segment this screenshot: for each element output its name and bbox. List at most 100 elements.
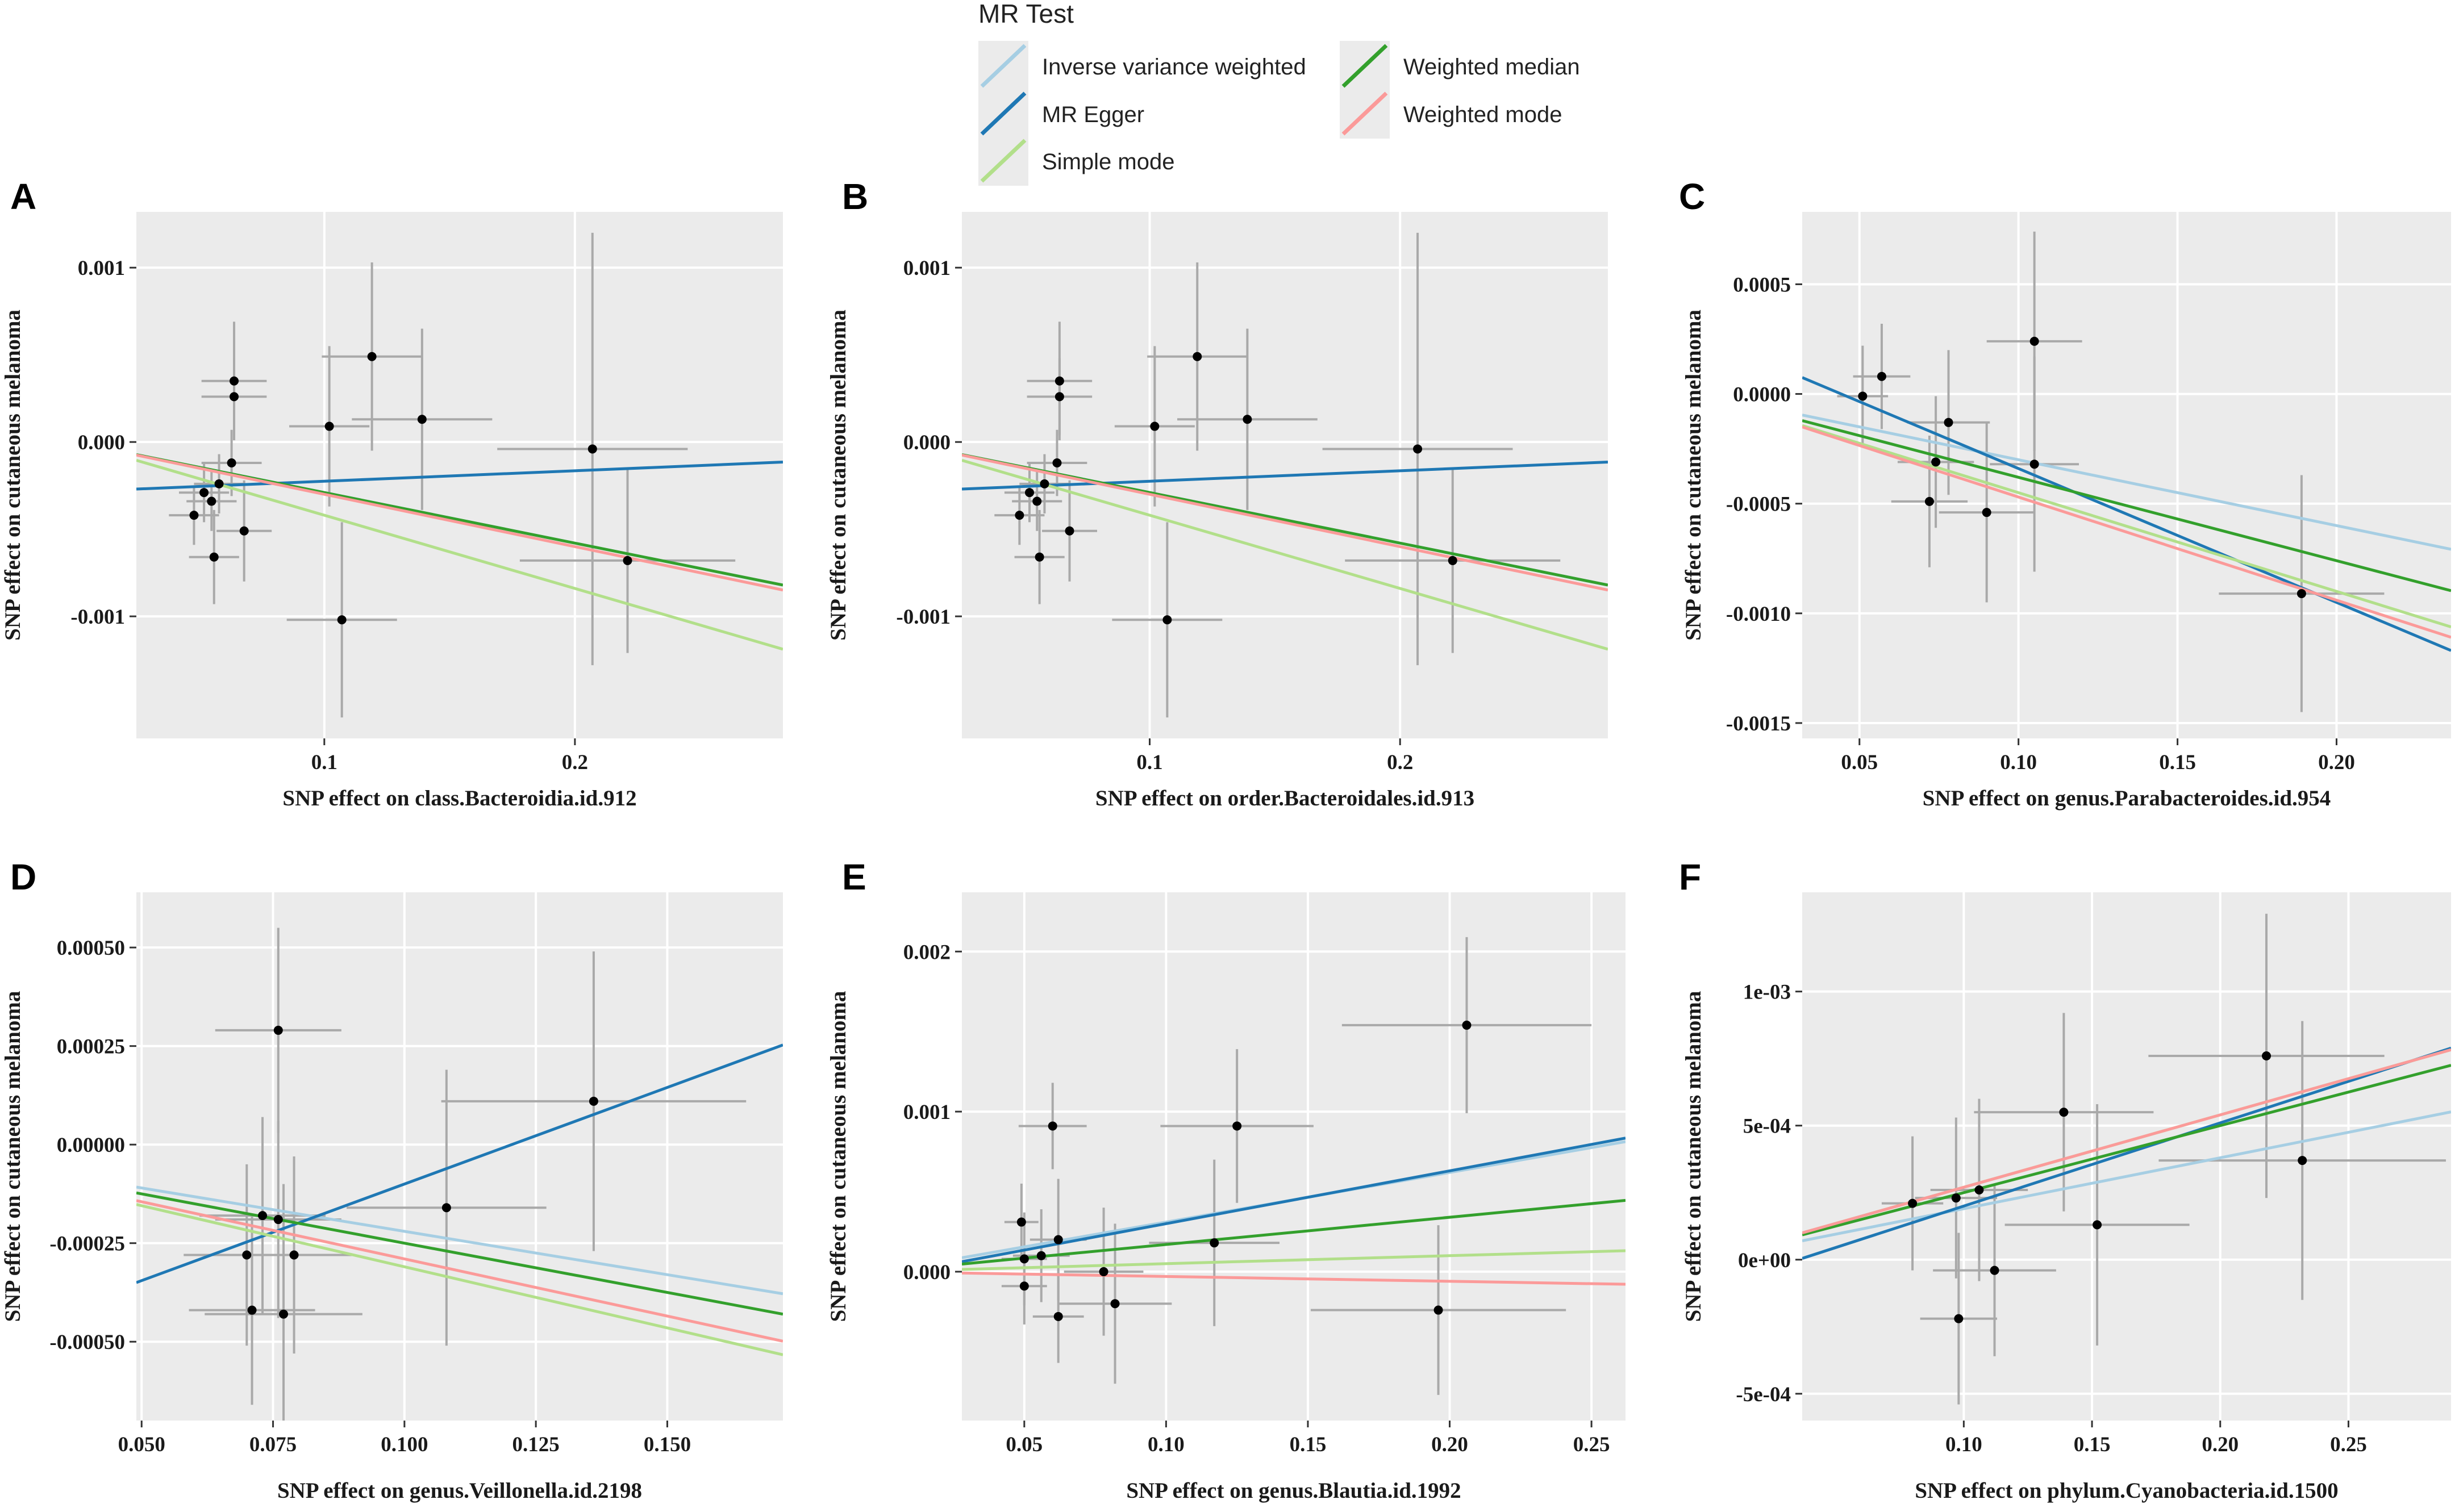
data-point — [230, 392, 239, 402]
x-axis-label: SNP effect on genus.Veillonella.id.2198 — [277, 1478, 642, 1503]
y-tick-label: 0.00000 — [57, 1134, 125, 1157]
data-point — [1055, 376, 1064, 386]
y-tick-label: 5e-04 — [1743, 1115, 1791, 1138]
legend-label: Inverse variance weighted — [1042, 55, 1306, 80]
legend-label: Weighted median — [1403, 55, 1580, 80]
panel-background — [1802, 212, 2451, 738]
data-point — [1944, 417, 1953, 427]
regression-line-simple-mode — [136, 459, 783, 651]
data-point — [1015, 511, 1024, 520]
data-point — [279, 1309, 289, 1319]
data-point — [1858, 391, 1868, 401]
x-axis-label: SNP effect on genus.Blautia.id.1992 — [1126, 1478, 1461, 1503]
y-axis-label: SNP effect on cutaneous melanoma — [1, 991, 25, 1322]
x-axis-label: SNP effect on order.Bacteroidales.id.913 — [1095, 786, 1474, 811]
legend-item-weighted-median: Weighted median — [1340, 41, 1580, 91]
data-point — [1016, 1217, 1026, 1227]
data-point — [1982, 508, 1991, 517]
y-tick-label: 0.001 — [78, 257, 125, 280]
plot-area — [962, 232, 1608, 718]
data-point — [337, 615, 347, 625]
gridlines — [136, 892, 783, 1421]
data-point — [227, 458, 236, 468]
legend-key-line — [1341, 44, 1388, 88]
data-point — [1035, 552, 1044, 562]
data-point — [1448, 555, 1457, 565]
data-point — [209, 552, 219, 562]
data-point — [2059, 1108, 2069, 1117]
y-tick-label: -0.0010 — [1726, 603, 1791, 626]
data-point — [589, 1096, 598, 1106]
panel-letter: B — [842, 176, 868, 217]
legend-key-line — [980, 44, 1027, 88]
x-tick-label: 0.25 — [2330, 1433, 2367, 1456]
data-point — [1110, 1299, 1120, 1309]
y-tick-label: 0.0000 — [1733, 383, 1791, 407]
x-tick-label: 0.2 — [562, 751, 588, 774]
legend-title: MR Test — [978, 0, 1074, 28]
y-tick-label: -0.0005 — [1726, 493, 1791, 516]
data-point — [1032, 496, 1042, 506]
data-point — [1040, 479, 1049, 488]
data-point — [258, 1211, 268, 1221]
data-point — [1019, 1254, 1029, 1264]
data-point — [1462, 1020, 1472, 1030]
plot-area — [962, 937, 1626, 1395]
regression-line-weighted-mode — [136, 1199, 783, 1343]
data-point — [1951, 1193, 1961, 1203]
x-tick-label: 0.05 — [1841, 751, 1878, 774]
panel-b: 0.001 0.000 -0.001 0.1 0.2 SNP effect on orde… — [826, 176, 1608, 811]
regression-line-weighted-median — [136, 1191, 783, 1316]
x-axis-label: SNP effect on genus.Parabacteroides.id.9… — [1923, 786, 2331, 811]
gridlines — [1802, 892, 2451, 1421]
regression-line-simple-mode — [136, 1203, 783, 1356]
regression-line-mr-egger — [136, 461, 783, 491]
regression-line-mr-egger — [136, 1043, 783, 1284]
x-tick-label: 0.075 — [249, 1433, 297, 1456]
data-point — [417, 415, 427, 424]
y-tick-label: -0.00050 — [49, 1331, 125, 1354]
data-point — [1877, 371, 1886, 381]
data-point — [1954, 1314, 1964, 1323]
data-point — [1908, 1198, 1918, 1208]
regression-line-weighted-mode — [962, 453, 1608, 592]
data-point — [1053, 1235, 1063, 1244]
plot-area — [136, 232, 783, 718]
data-point — [1162, 615, 1172, 625]
data-point — [2093, 1220, 2102, 1230]
regression-line-weighted-median — [962, 1198, 1626, 1265]
x-tick-label: 0.10 — [1945, 1433, 1982, 1456]
data-point — [2029, 336, 2039, 346]
data-point — [199, 488, 209, 498]
data-point — [1036, 1251, 1046, 1260]
x-tick-label: 0.10 — [2000, 751, 2037, 774]
data-point — [587, 444, 597, 454]
regression-line-simple-mode — [1802, 424, 2451, 629]
regression-line-inverse-variance-weighted — [1802, 1110, 2451, 1243]
regression-line-inverse-variance-weighted — [1802, 413, 2451, 551]
gridlines — [136, 212, 783, 738]
regression-line-simple-mode — [962, 1249, 1626, 1271]
data-point — [1193, 352, 1202, 361]
y-tick-label: -0.001 — [70, 605, 125, 629]
regression-line-mr-egger — [962, 1137, 1626, 1263]
data-point — [1974, 1185, 1984, 1195]
data-point — [207, 496, 216, 506]
data-point — [1048, 1121, 1057, 1131]
data-point — [189, 511, 199, 520]
data-point — [1413, 444, 1423, 454]
data-point — [242, 1250, 252, 1260]
y-tick-label: 0.000 — [903, 1261, 951, 1284]
legend-label: Weighted mode — [1403, 102, 1562, 127]
data-point — [1099, 1267, 1108, 1276]
panel-letter: E — [842, 857, 866, 897]
data-point — [247, 1305, 257, 1315]
data-point — [1024, 488, 1034, 498]
legend-item-simple-mode: Simple mode — [978, 136, 1174, 186]
plot-area — [136, 928, 783, 1421]
data-point — [289, 1250, 299, 1260]
x-tick-label: 0.20 — [2202, 1433, 2239, 1456]
panels: 0.001 0.000 -0.001 0.1 0.2 SNP effect on clas… — [1, 176, 2451, 1503]
panel-background — [1802, 892, 2451, 1421]
x-tick-label: 0.1 — [1136, 751, 1162, 774]
